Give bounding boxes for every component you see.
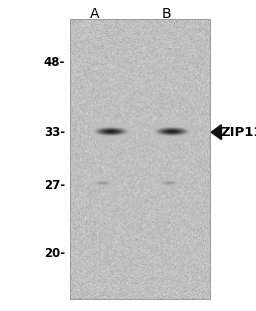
- Bar: [70, 19, 210, 299]
- Polygon shape: [211, 125, 221, 140]
- Text: 27-: 27-: [44, 179, 65, 192]
- Text: 33-: 33-: [44, 126, 65, 139]
- Text: A: A: [90, 7, 100, 21]
- Text: 48-: 48-: [44, 56, 65, 69]
- Text: B: B: [162, 7, 171, 21]
- Text: ZIP11: ZIP11: [220, 126, 256, 139]
- Text: 20-: 20-: [44, 247, 65, 260]
